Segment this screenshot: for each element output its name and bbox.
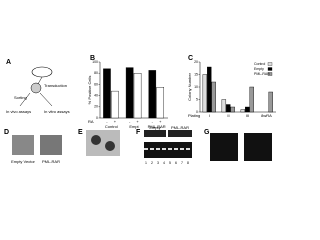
arrow [39,92,53,107]
lane-number: 2 [151,161,153,165]
lane-number: 8 [187,161,189,165]
y-tick-label: 100 [92,60,98,64]
bar [230,106,235,113]
step-label: In vivo assays [6,109,31,114]
x-tick-label: III [246,113,249,118]
arrow [19,92,31,107]
bar [133,72,142,119]
bar [249,86,254,113]
bar [202,74,208,113]
panel-label: A [6,59,11,66]
fluorescence-image [244,133,272,161]
x-tick-label: 8wRA [261,113,272,118]
y-tick-label: 10 [194,85,198,89]
lane-number: 7 [181,161,183,165]
panel-label: F [136,129,141,136]
blot-label: PML-RAR [171,125,189,130]
cell [105,141,115,151]
lane-number: 6 [175,161,177,165]
band [180,148,184,150]
step-label: Transduction [44,83,67,88]
x-tick-label: PML-RAR [148,124,166,129]
fluorescence-image [210,133,238,161]
lane-number: 1 [145,161,147,165]
bar [207,66,212,113]
band [168,148,172,150]
step-label: In vitro assays [44,109,70,114]
y-tick-label: 0 [96,116,98,120]
band [186,148,190,150]
x-tick-label: Empt [129,124,139,129]
x-tick-label: II [227,113,229,118]
y-tick-label: 0 [196,110,198,114]
image-label: Empty Vector [11,159,35,164]
legend-swatch [267,67,273,71]
bar [125,67,134,119]
x-tick-label: I [209,113,210,118]
diagram: Transduction Sorting In vivo assays In v… [6,66,70,114]
x-axis-label: RA [88,119,94,124]
cell-image [86,130,120,156]
y-tick-label: 20 [194,60,198,64]
y-tick-label: 15 [194,72,198,76]
bar [103,68,111,119]
y-tick-label: 40 [94,94,98,98]
sub-label: + [114,119,117,124]
band [144,148,148,150]
y-tick-label: 60 [94,82,98,86]
sub-label: + [159,119,162,124]
y-axis-label: Colony Number [187,72,192,100]
panel-label: B [90,55,95,62]
bar [211,81,216,113]
legend-swatch [267,62,273,66]
legend-label: Control [254,62,266,66]
lane-number: 5 [169,161,171,165]
y-tick-label: 80 [94,71,98,75]
legend-swatch [267,72,273,76]
panel-label: C [188,55,193,62]
blot [168,130,192,137]
blot [144,130,166,137]
sub-label: - [106,119,108,124]
sub-label: - [129,119,131,124]
image-label: PML-RAR [42,159,60,164]
y-tick-label: 20 [94,105,98,109]
y-tick-label: 5 [196,97,198,101]
panel-label: G [204,129,210,136]
bar [226,104,231,113]
legend-label: PML-RAR [254,72,270,76]
band [174,148,178,150]
x-axis-label: Plating [188,113,200,118]
panel-label: E [78,129,83,136]
bar [156,86,165,119]
bar [268,91,273,113]
blot-label: Empty [149,125,160,130]
sub-label: - [152,119,154,124]
figure: A B C D E F G Transduction Sorting In vi… [4,54,276,165]
arrow [37,76,43,85]
band [162,148,166,150]
bar [111,90,119,119]
band [150,148,154,150]
lane-number: 4 [163,161,165,165]
step-label: Sorting [14,95,27,100]
panel-label: D [4,129,9,136]
bar [148,70,157,119]
y-axis-label: % Positive Cells [87,76,92,105]
colony-image [12,135,34,155]
cell [30,82,42,94]
bar [245,106,250,113]
x-tick-label: Control [105,124,118,129]
lane-number: 3 [157,161,159,165]
cell [91,135,101,145]
bar [221,99,227,113]
band [156,148,160,150]
legend-label: Empty [254,67,264,71]
bar [240,109,246,113]
sub-label: + [136,119,139,124]
colony-image [40,135,62,155]
